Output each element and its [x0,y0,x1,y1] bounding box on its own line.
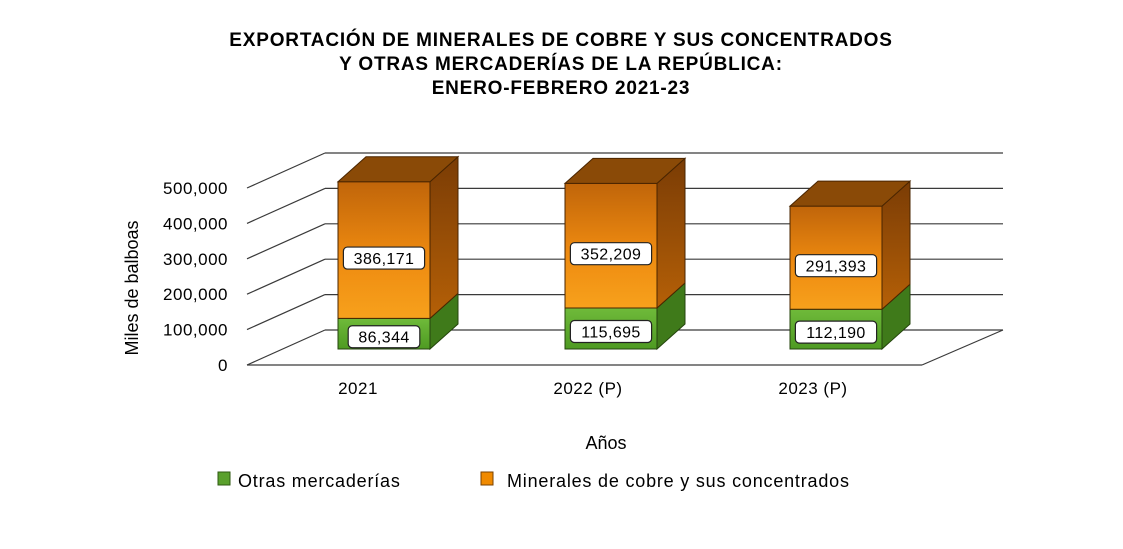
y-axis-ticks: 0 100,000 200,000 300,000 400,000 500,000 [163,179,228,375]
y-axis-title: Miles de balboas [122,220,142,355]
chart-title-line-2: Y OTRAS MERCADERÍAS DE LA REPÚBLICA: [339,53,783,75]
gridline-diagonal [246,329,326,366]
bar-minerales-top [563,157,687,184]
data-label-minerales-box [569,242,653,266]
bar-minerales-top [788,180,912,207]
bar-minerales-side [429,155,459,320]
data-label-otras-box [794,320,878,344]
data-label-otras: 86,344 [358,330,409,347]
legend-swatch-otras [217,471,231,486]
legend-label-otras: Otras mercaderías [238,471,401,491]
legend: Otras mercaderías Minerales de cobre y s… [217,471,850,491]
y-tick-label: 300,000 [163,250,228,269]
data-label-minerales: 291,393 [806,259,867,276]
data-label-minerales: 386,171 [354,251,415,268]
gridline-diagonal [246,294,326,331]
data-label-otras-box [347,325,421,349]
legend-swatch-minerales [480,471,494,486]
bar-minerales-side [656,157,686,310]
data-label-minerales: 352,209 [581,247,642,264]
gridline-diagonal [246,258,326,295]
data-label-otras: 112,190 [806,325,865,342]
y-tick-label: 400,000 [163,214,228,233]
chart-title-line-1: EXPORTACIÓN DE MINERALES DE COBRE Y SUS … [229,29,892,51]
gridline-diagonal [246,187,326,224]
legend-label-minerales: Minerales de cobre y sus concentrados [507,471,850,491]
gridline-diagonal [246,223,326,260]
x-tick-label: 2023 (P) [778,379,847,398]
x-tick-label: 2022 (P) [553,379,622,398]
chart-title-line-3: ENERO-FEBRERO 2021-23 [432,78,691,99]
gridline-diagonal [246,152,326,189]
data-label-minerales-box [342,246,426,270]
chart-title: EXPORTACIÓN DE MINERALES DE COBRE Y SUS … [229,29,892,99]
y-tick-label: 0 [218,356,228,375]
x-axis-ticks: 2021 2022 (P) 2023 (P) [338,379,847,398]
y-tick-label: 100,000 [163,321,228,340]
x-axis-title: Años [585,433,626,453]
y-tick-label: 500,000 [163,179,228,198]
bar-minerales-top [336,156,460,183]
data-label-otras: 115,695 [581,325,640,342]
data-label-minerales-box [794,254,878,278]
floor-edge [921,329,1004,366]
y-tick-label: 200,000 [163,285,228,304]
data-labels: 386,171 86,344 352,209 115,695 291,393 112,19… [342,242,878,349]
x-tick-label: 2021 [338,379,378,398]
data-label-otras-box [569,319,653,344]
